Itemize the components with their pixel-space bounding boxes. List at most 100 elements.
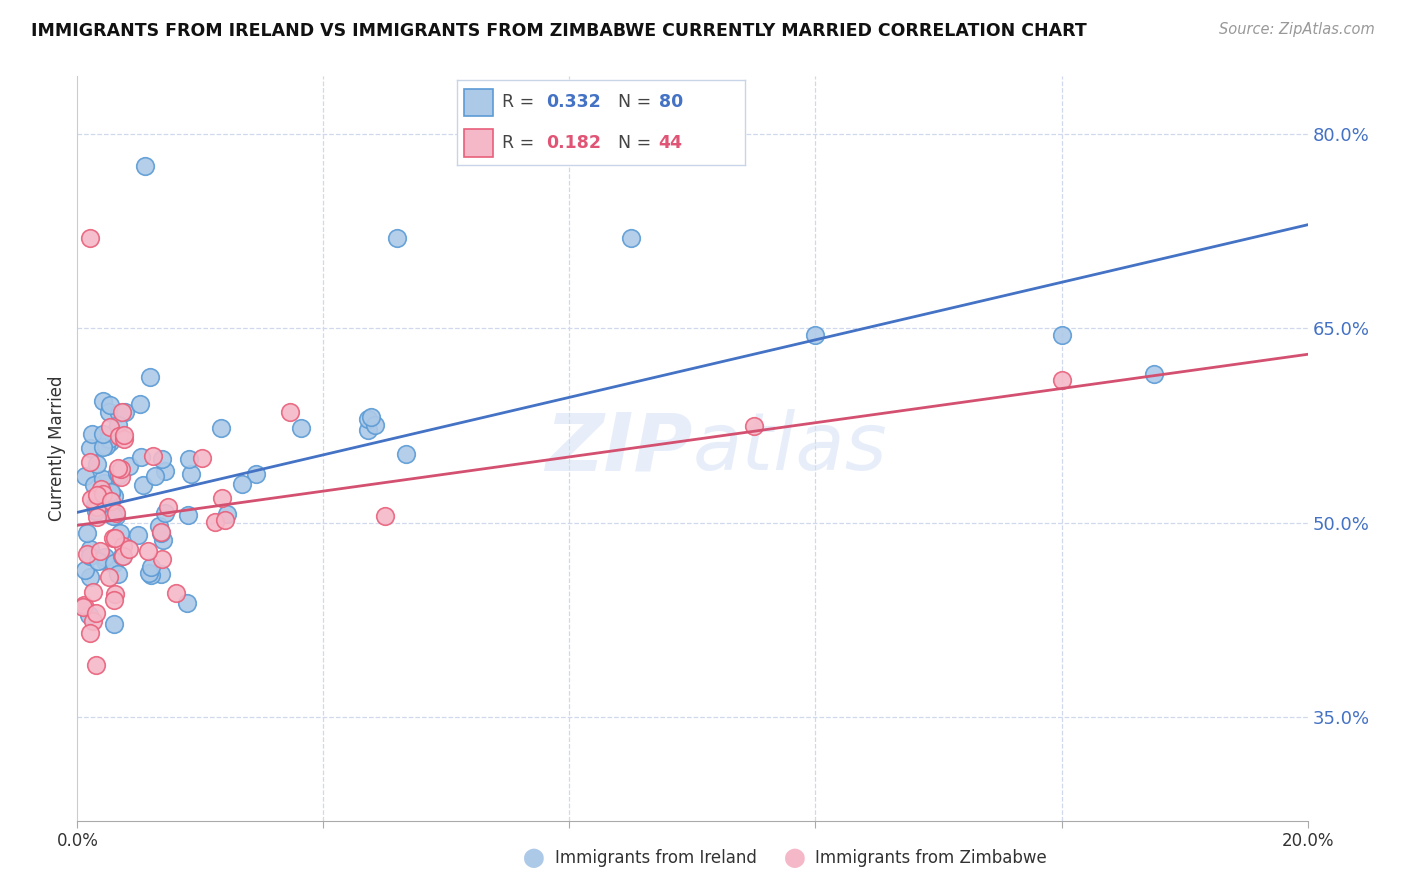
Point — [204, 515, 226, 529]
Point — [139, 369, 162, 384]
Point — [86, 503, 108, 517]
Text: atlas: atlas — [693, 409, 887, 487]
Point — [82, 614, 104, 628]
Point — [141, 567, 163, 582]
Point — [155, 506, 177, 520]
Point — [374, 509, 396, 524]
Point — [152, 533, 174, 547]
Text: IMMIGRANTS FROM IRELAND VS IMMIGRANTS FROM ZIMBABWE CURRENTLY MARRIED CORRELATIO: IMMIGRANTS FROM IRELAND VS IMMIGRANTS FR… — [31, 22, 1087, 40]
Point — [149, 525, 172, 540]
Point — [129, 397, 152, 411]
Point — [110, 470, 132, 484]
Point — [357, 412, 380, 426]
Point — [150, 566, 173, 581]
Point — [804, 327, 827, 342]
Point — [129, 450, 152, 465]
Point — [107, 468, 129, 483]
Point — [79, 570, 101, 584]
Point — [103, 489, 125, 503]
Point — [103, 593, 125, 607]
Point — [97, 405, 120, 419]
Point — [620, 231, 643, 245]
Text: ⬤: ⬤ — [783, 848, 806, 868]
Point — [127, 527, 149, 541]
Point — [77, 607, 100, 622]
Point — [76, 526, 98, 541]
Point — [79, 441, 101, 455]
Point — [107, 417, 129, 432]
Point — [94, 550, 117, 565]
Point — [360, 409, 382, 424]
Point — [108, 406, 131, 420]
Point — [110, 462, 132, 476]
Point — [103, 617, 125, 632]
Point — [94, 439, 117, 453]
Point — [104, 531, 127, 545]
Point — [80, 427, 103, 442]
Point — [103, 557, 125, 571]
Point — [91, 440, 114, 454]
Point — [103, 531, 125, 545]
Point — [145, 469, 167, 483]
Point — [245, 467, 267, 481]
Point — [104, 587, 127, 601]
Point — [215, 507, 238, 521]
Point — [98, 435, 121, 450]
Point — [104, 506, 127, 520]
Text: 0.332: 0.332 — [547, 94, 600, 112]
Point — [80, 491, 103, 506]
Point — [107, 461, 129, 475]
Point — [87, 554, 110, 568]
Point — [105, 466, 128, 480]
Point — [111, 405, 134, 419]
Point — [98, 569, 121, 583]
Text: 0.182: 0.182 — [547, 134, 602, 152]
Y-axis label: Currently Married: Currently Married — [48, 376, 66, 521]
Point — [180, 467, 202, 481]
Point — [149, 524, 172, 539]
Text: N =: N = — [619, 94, 657, 112]
Text: 80: 80 — [658, 94, 683, 112]
Point — [118, 458, 141, 473]
Point — [93, 554, 115, 568]
Point — [105, 508, 128, 523]
Text: ZIP: ZIP — [546, 409, 693, 487]
Point — [76, 547, 98, 561]
Point — [112, 427, 135, 442]
Point — [211, 491, 233, 505]
Point — [100, 494, 122, 508]
Point — [150, 451, 173, 466]
Point — [82, 584, 104, 599]
Point — [1050, 373, 1073, 387]
Point — [148, 519, 170, 533]
Point — [142, 449, 165, 463]
Point — [86, 500, 108, 514]
Point — [136, 543, 159, 558]
Point — [93, 475, 115, 490]
Point — [157, 500, 180, 514]
Point — [86, 488, 108, 502]
Point — [280, 405, 302, 419]
Point — [385, 231, 409, 245]
Point — [79, 231, 101, 245]
Point — [112, 432, 135, 446]
Text: 44: 44 — [658, 134, 683, 152]
Point — [290, 421, 312, 435]
Point — [111, 540, 134, 554]
Text: ⬤: ⬤ — [523, 848, 546, 868]
Point — [209, 421, 232, 435]
Text: R =: R = — [502, 94, 540, 112]
Point — [165, 586, 187, 600]
Text: R =: R = — [502, 134, 540, 152]
Point — [100, 486, 122, 500]
Point — [150, 552, 173, 566]
Bar — [464, 129, 494, 157]
Point — [79, 542, 101, 557]
Point — [79, 625, 101, 640]
Point — [111, 549, 134, 563]
Point — [132, 478, 155, 492]
Point — [141, 560, 163, 574]
Point — [101, 557, 124, 571]
Point — [214, 513, 236, 527]
Point — [176, 596, 198, 610]
